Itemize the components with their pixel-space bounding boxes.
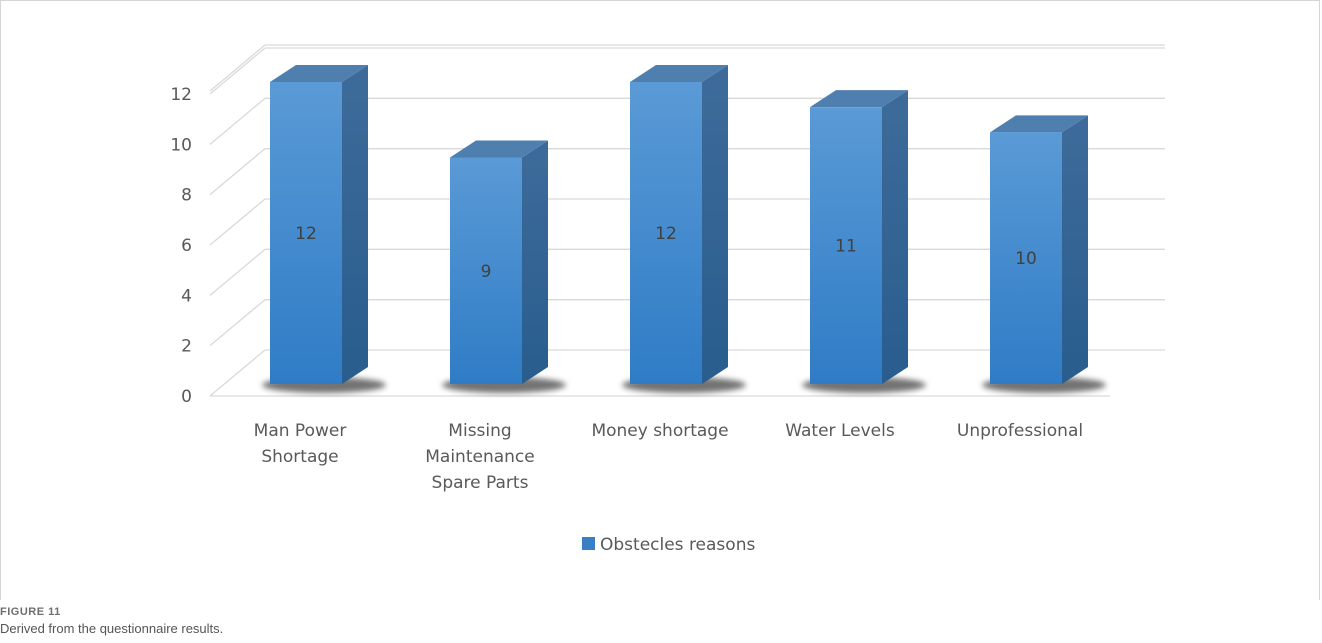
side-wall-gridline [209, 97, 266, 145]
bar-chart: 0 2 4 6 8 10 12 12 9 12 11 10 Man Power Shortage Mis… [170, 44, 1165, 555]
side-wall-gridline [209, 198, 266, 246]
bar-side [882, 90, 908, 385]
side-wall-gridline [209, 349, 266, 397]
category-label: Man Power Shortage [254, 421, 347, 467]
category-label-line: Money shortage [591, 421, 728, 441]
data-label: 9 [481, 262, 492, 282]
bar-front [990, 132, 1062, 384]
category-label-line: Man Power [254, 421, 347, 441]
x-axis-labels: Man Power Shortage Missing Maintenance Spare… [254, 421, 1083, 493]
bar: 11 [802, 90, 926, 393]
category-label-line: Water Levels [785, 421, 895, 441]
bar-top [810, 90, 908, 108]
bar-top [450, 140, 548, 158]
y-tick-label: 12 [170, 85, 192, 105]
side-wall-gridline [209, 47, 266, 95]
data-label: 12 [655, 224, 677, 244]
bar: 9 [442, 140, 566, 393]
category-label-line: Shortage [261, 447, 338, 467]
category-label: Money shortage [591, 421, 728, 441]
data-label: 10 [1015, 249, 1037, 269]
legend-label: Obstecles reasons [600, 535, 755, 555]
category-label-line: Unprofessional [957, 421, 1083, 441]
bar-side [522, 140, 548, 384]
bar-side [1062, 115, 1088, 384]
category-label: Unprofessional [957, 421, 1083, 441]
bars: 12 9 12 11 10 [262, 65, 1106, 393]
bar-front [270, 82, 342, 384]
data-label: 11 [835, 237, 857, 257]
data-label: 12 [295, 224, 317, 244]
y-tick-label: 10 [170, 135, 192, 155]
side-wall-gridline [209, 148, 266, 196]
y-tick-label: 6 [181, 236, 192, 256]
y-tick-label: 4 [181, 286, 192, 306]
bar: 10 [982, 115, 1106, 393]
bar: 12 [262, 65, 386, 393]
legend: Obstecles reasons [582, 535, 755, 555]
y-tick-label: 0 [181, 387, 192, 407]
category-label: Water Levels [785, 421, 895, 441]
figure-caption: Derived from the questionnaire results. [0, 621, 224, 636]
bar-front [630, 82, 702, 384]
category-label-line: Missing [448, 421, 511, 441]
bar-top [630, 65, 728, 82]
bar-side [342, 65, 368, 384]
category-label-line: Maintenance [425, 447, 534, 467]
bar-front [810, 107, 882, 385]
category-label-line: Spare Parts [432, 473, 529, 493]
figure-label: FIGURE 11 [0, 606, 61, 618]
bar-side [702, 65, 728, 384]
chart-frame [0, 0, 1320, 600]
category-label: Missing Maintenance Spare Parts [425, 421, 534, 493]
side-wall-gridline [209, 44, 266, 92]
y-tick-label: 8 [181, 186, 192, 206]
bar-top [990, 115, 1088, 133]
legend-swatch [582, 537, 595, 550]
bar-front [450, 157, 522, 384]
bar: 12 [622, 65, 746, 393]
side-wall-gridline [209, 299, 266, 347]
bar-top [270, 65, 368, 82]
side-wall-gridline [209, 248, 266, 296]
y-axis: 0 2 4 6 8 10 12 [170, 85, 192, 407]
y-tick-label: 2 [181, 337, 192, 357]
